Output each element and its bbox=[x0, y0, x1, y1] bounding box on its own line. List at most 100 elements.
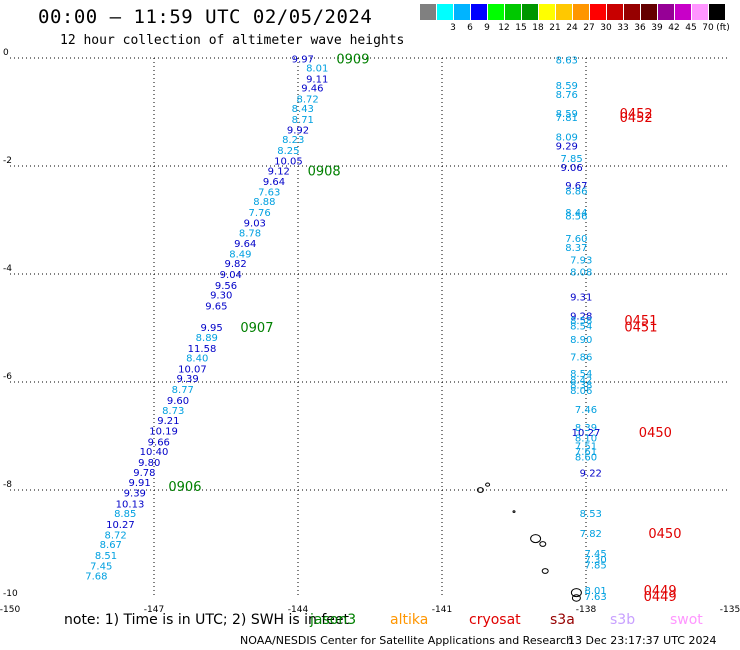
legend-label: 18 bbox=[532, 23, 544, 33]
wave-height-point: 10.27 bbox=[106, 520, 135, 531]
wave-height-point: 8.86 bbox=[565, 186, 587, 197]
wave-height-point: 9.31 bbox=[570, 293, 592, 304]
wave-height-point: 8.90 bbox=[570, 335, 592, 346]
wave-height-point: 8.58 bbox=[570, 316, 592, 327]
wave-height-point: 8.73 bbox=[162, 406, 184, 417]
wave-height-point: 8.72 bbox=[104, 530, 126, 541]
legend-label: 21 bbox=[549, 23, 561, 33]
wave-height-point: 7.61 bbox=[575, 447, 597, 458]
wave-height-point: 7.63 bbox=[258, 187, 280, 198]
wave-height-point: 9.97 bbox=[292, 55, 314, 66]
wave-height-point: 9.11 bbox=[306, 75, 328, 86]
pass-label: 0451 bbox=[624, 320, 657, 335]
island-outline bbox=[512, 510, 516, 513]
satellite-label: cryosat bbox=[469, 612, 521, 628]
color-legend: 3 6 9 12 15 18 21 24 27 30 33 36 39 42 45 70 (ft) bbox=[420, 4, 740, 36]
wave-height-point: 9.28 bbox=[570, 312, 592, 323]
wave-height-point: 10.19 bbox=[149, 427, 178, 438]
pass-label: 0451 bbox=[624, 314, 657, 329]
wave-height-point: 8.59 bbox=[556, 109, 578, 120]
wave-height-point: 7.82 bbox=[580, 529, 602, 540]
wave-height-point: 8.60 bbox=[575, 453, 597, 464]
wave-height-point: 9.46 bbox=[301, 84, 323, 95]
island-outline bbox=[485, 482, 491, 487]
wave-height-point: 7.30 bbox=[584, 555, 606, 566]
wave-height-point: 7.93 bbox=[570, 255, 592, 266]
legend-swatch bbox=[454, 4, 470, 20]
wave-height-point: 9.22 bbox=[580, 469, 602, 480]
x-tick-label: -150 bbox=[0, 605, 20, 615]
y-tick-label: 0 bbox=[3, 48, 9, 58]
satellite-label: jason3 bbox=[310, 612, 357, 628]
wave-height-point: 8.01 bbox=[306, 64, 328, 75]
legend-unit: (ft) bbox=[716, 23, 730, 33]
legend-label: 15 bbox=[515, 23, 527, 33]
wave-height-point: 9.65 bbox=[205, 301, 227, 312]
map-subtitle: 12 hour collection of altimeter wave hei… bbox=[60, 33, 405, 48]
island-outline bbox=[570, 588, 582, 598]
island-outline bbox=[530, 534, 542, 544]
wave-height-point: 9.30 bbox=[210, 291, 232, 302]
wave-height-point: 8.77 bbox=[172, 385, 194, 396]
wave-height-point: 9.82 bbox=[224, 259, 246, 270]
y-tick-label: -10 bbox=[3, 589, 18, 599]
legend-label: 27 bbox=[583, 23, 595, 33]
legend-swatch bbox=[624, 4, 640, 20]
legend-swatch bbox=[658, 4, 674, 20]
legend-label: 6 bbox=[467, 23, 473, 33]
wave-height-point: 9.21 bbox=[157, 416, 179, 427]
wave-height-point: 9.39 bbox=[124, 489, 146, 500]
wave-height-point: 7.81 bbox=[556, 113, 578, 124]
wave-height-point: 8.43 bbox=[292, 104, 314, 115]
wave-height-point: 10.07 bbox=[178, 365, 207, 376]
wave-height-point: 8.10 bbox=[575, 434, 597, 445]
wave-height-point: 9.06 bbox=[560, 163, 582, 174]
wave-height-point: 8.85 bbox=[114, 509, 136, 520]
wave-height-point: 8.53 bbox=[580, 509, 602, 520]
island-outline bbox=[571, 594, 581, 602]
satellite-label: s3b bbox=[610, 612, 636, 628]
wave-height-point: 8.42 bbox=[570, 375, 592, 386]
map-title: 00:00 – 11:59 UTC 02/05/2024 bbox=[38, 6, 373, 28]
wave-height-point: 8.49 bbox=[229, 249, 251, 260]
wave-height-point: 8.78 bbox=[239, 228, 261, 239]
legend-label: 24 bbox=[566, 23, 578, 33]
wave-height-point: 7.45 bbox=[584, 549, 606, 560]
x-tick-label: -138 bbox=[576, 605, 597, 615]
wave-height-point: 9.78 bbox=[133, 468, 155, 479]
legend-swatch bbox=[437, 4, 453, 20]
wave-height-point: 8.89 bbox=[196, 333, 218, 344]
wave-height-point: 9.95 bbox=[200, 323, 222, 334]
wave-height-point: 8.08 bbox=[570, 267, 592, 278]
x-tick-label: -147 bbox=[144, 605, 164, 615]
island-outline bbox=[539, 541, 547, 547]
pass-label: 0452 bbox=[620, 107, 653, 122]
wave-height-point: 8.72 bbox=[296, 95, 318, 106]
wave-height-point: 8.06 bbox=[570, 386, 592, 397]
x-tick-label: -144 bbox=[288, 605, 309, 615]
legend-label: 12 bbox=[498, 23, 510, 33]
wave-height-point: 8.76 bbox=[556, 90, 578, 101]
x-tick-label: -141 bbox=[432, 605, 452, 615]
legend-swatch bbox=[505, 4, 521, 20]
wave-height-point: 9.64 bbox=[234, 239, 256, 250]
wave-height-point: 7.85 bbox=[584, 561, 606, 572]
wave-height-point: 8.25 bbox=[277, 146, 299, 157]
legend-swatch bbox=[675, 4, 691, 20]
wave-height-point: 7.63 bbox=[584, 592, 606, 603]
wave-height-point: 11.58 bbox=[188, 344, 217, 355]
wave-height-point: 9.56 bbox=[215, 281, 237, 292]
island-outline bbox=[476, 487, 484, 493]
wave-height-point: 7.76 bbox=[248, 208, 270, 219]
pass-label: 0450 bbox=[648, 527, 681, 542]
legend-swatch bbox=[471, 4, 487, 20]
wave-height-point: 7.46 bbox=[575, 405, 597, 416]
legend-label: 42 bbox=[668, 23, 680, 33]
satellite-label: swot bbox=[670, 612, 703, 628]
wave-height-point: 9.67 bbox=[565, 181, 587, 192]
legend-label: 39 bbox=[651, 23, 663, 33]
wave-height-point: 9.03 bbox=[244, 219, 266, 230]
wave-height-point: 9.64 bbox=[263, 177, 285, 188]
pass-label: 0450 bbox=[639, 426, 672, 441]
legend-swatch bbox=[522, 4, 538, 20]
